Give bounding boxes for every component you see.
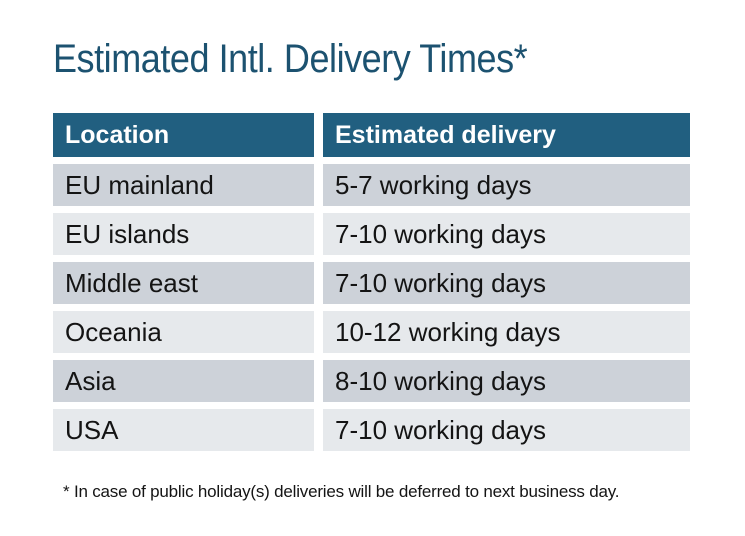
location-cell: Middle east: [53, 262, 314, 304]
table-row: EU mainland 5-7 working days: [53, 164, 690, 206]
table-row: Middle east 7-10 working days: [53, 262, 690, 304]
table-row: USA 7-10 working days: [53, 409, 690, 451]
location-cell: EU mainland: [53, 164, 314, 206]
delivery-times-table: Location Estimated delivery EU mainland …: [53, 113, 690, 451]
delivery-cell: 10-12 working days: [323, 311, 690, 353]
page-title: Estimated Intl. Delivery Times*: [53, 37, 528, 81]
table-header-row: Location Estimated delivery: [53, 113, 690, 157]
footnote: * In case of public holiday(s) deliverie…: [63, 482, 620, 501]
delivery-cell: 8-10 working days: [323, 360, 690, 402]
column-header-location: Location: [53, 113, 314, 157]
delivery-cell: 7-10 working days: [323, 262, 690, 304]
table-row: EU islands 7-10 working days: [53, 213, 690, 255]
table-row: Asia 8-10 working days: [53, 360, 690, 402]
table-row: Oceania 10-12 working days: [53, 311, 690, 353]
location-cell: USA: [53, 409, 314, 451]
delivery-cell: 7-10 working days: [323, 409, 690, 451]
location-cell: EU islands: [53, 213, 314, 255]
location-cell: Asia: [53, 360, 314, 402]
column-header-estimated-delivery: Estimated delivery: [323, 113, 690, 157]
delivery-cell: 7-10 working days: [323, 213, 690, 255]
delivery-cell: 5-7 working days: [323, 164, 690, 206]
location-cell: Oceania: [53, 311, 314, 353]
